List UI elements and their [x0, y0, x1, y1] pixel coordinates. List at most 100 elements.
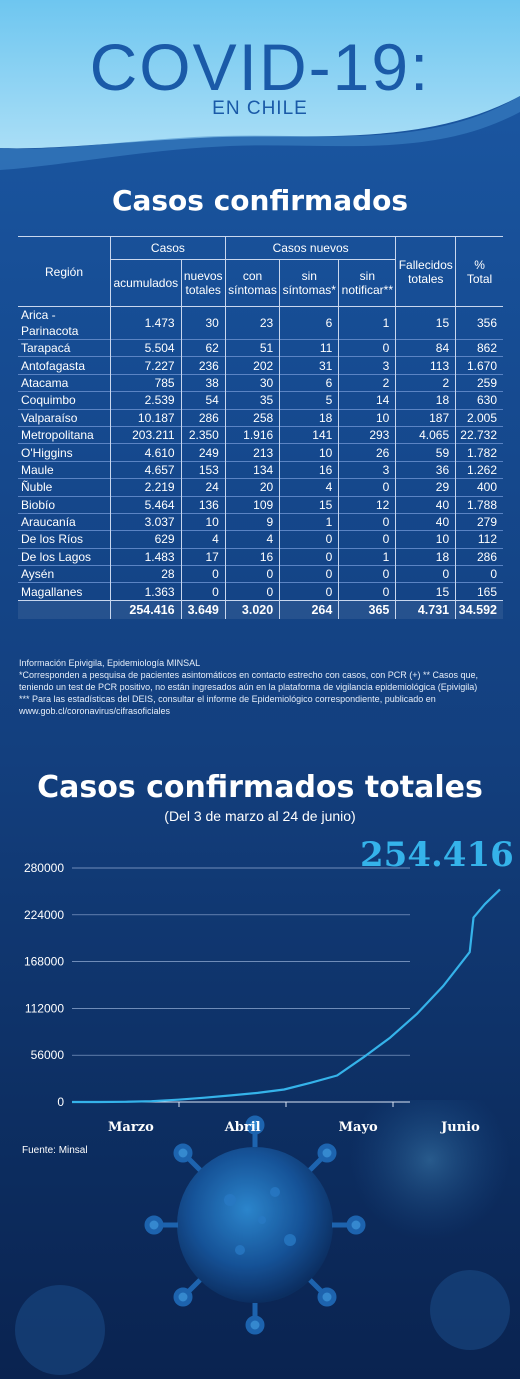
cell-sin: 6: [279, 374, 339, 392]
cell-pct: 286: [455, 548, 503, 566]
cell-con: 4: [224, 530, 280, 549]
cell-nuevos: 4: [180, 530, 226, 549]
note: Información Epivigila, Epidemiología MIN…: [19, 658, 201, 668]
chart-title: Casos confirmados totales: [37, 770, 483, 805]
y-tick-label: 112000: [25, 1001, 64, 1015]
x-tick-label: Mayo: [339, 1120, 378, 1135]
cell-sin: 5: [279, 391, 339, 410]
cell-sin: 0: [279, 565, 339, 583]
col-acumulados: acumulados: [110, 259, 182, 307]
table-row: Ñuble 2.219 24 20 4 0 29 400: [18, 478, 503, 497]
cell-sin: 31: [279, 356, 339, 375]
header-banner: [0, 0, 520, 170]
cell-pct: 112: [455, 530, 503, 549]
cell-acumulados: 629: [110, 530, 182, 549]
line-chart: 0 56000 112000 168000 224000 280000 Marzo Abril…: [24, 861, 501, 1135]
table-row: Atacama 785 38 30 6 2 2 259: [18, 374, 503, 392]
cell-sin: 4: [279, 478, 339, 497]
y-tick-label: 0: [57, 1095, 64, 1109]
cell-sin: 141: [279, 426, 339, 444]
group-casos-nuevos: Casos nuevos: [224, 236, 396, 260]
cell-fallecidos: 40: [395, 496, 456, 514]
col-sin-sintomas: sin síntomas*: [279, 259, 339, 307]
region-name: Metropolitana: [21, 428, 94, 443]
table-row: Arica - Parinacota 1.473 30 23 6 1 15 356: [18, 306, 503, 340]
y-tick-label: 168000: [24, 955, 64, 969]
cell-pct: 165: [455, 582, 503, 601]
cell-nuevos: 249: [180, 443, 226, 462]
cell-pct: 1.788: [455, 496, 503, 514]
cell-con: 109: [224, 496, 280, 514]
cell-acumulados: 1.363: [110, 582, 182, 601]
cell-acumulados: 1.483: [110, 548, 182, 566]
table-row: Valparaíso 10.187 286 258 18 10 187 2.005: [18, 409, 503, 427]
col-con-sintomas: con síntomas: [224, 259, 280, 307]
table-row: De los Ríos 629 4 4 0 0 10 112: [18, 530, 503, 549]
cell-fallecidos: 40: [395, 513, 456, 531]
cell-pct: 0: [455, 565, 503, 583]
cell-notificar: 12: [338, 496, 396, 514]
cell-fallecidos: 84: [395, 339, 456, 357]
cell-con: 23: [224, 306, 280, 340]
region-name: Valparaíso: [21, 410, 78, 425]
cell-con: 258: [224, 409, 280, 427]
cell-fallecidos: 15: [395, 306, 456, 340]
region-name: Ñuble: [21, 480, 53, 495]
cases-table: Región Casos Casos nuevos Fallecidos tota…: [18, 236, 503, 619]
cell-sin: 18: [279, 409, 339, 427]
cell-nuevos: 54: [180, 391, 226, 410]
cell-pct: 22.732: [455, 426, 503, 444]
cell-con: 134: [224, 461, 280, 479]
cell-pct: 862: [455, 339, 503, 357]
total-highlight: 254.416: [360, 835, 514, 875]
table-row: Coquimbo 2.539 54 35 5 14 18 630: [18, 391, 503, 410]
table-row: Metropolitana 203.211 2.350 1.916 141 293 4.06…: [18, 426, 503, 444]
cell-con: 1.916: [224, 426, 280, 444]
table-row: Aysén 28 0 0 0 0 0 0: [18, 565, 503, 583]
group-casos: Casos: [110, 236, 226, 260]
chart-source: Fuente: Minsal: [22, 1145, 88, 1156]
cell-nuevos: 24: [180, 478, 226, 497]
table-row: Araucanía 3.037 10 9 1 0 40 279: [18, 513, 503, 531]
chart-subtitle: (Del 3 de marzo al 24 de junio): [164, 808, 356, 824]
note: *Corresponden a pesquisa de pacientes as…: [19, 670, 479, 692]
region-name: De los Lagos: [21, 549, 92, 564]
cell-con: 51: [224, 339, 280, 357]
cell-pct: 630: [455, 391, 503, 410]
cell-pct: 1.262: [455, 461, 503, 479]
cell-acumulados: 3.037: [110, 513, 182, 531]
cell-con: 20: [224, 478, 280, 497]
cell-sin: 16: [279, 461, 339, 479]
cell-pct: 1.670: [455, 356, 503, 375]
cell-acumulados: 5.464: [110, 496, 182, 514]
cell-pct: 356: [455, 306, 503, 340]
y-tick-label: 224000: [24, 908, 64, 922]
cell-sin: 0: [279, 582, 339, 601]
cell-notificar: 26: [338, 443, 396, 462]
region-name: Araucanía: [21, 515, 76, 530]
cell-fallecidos: 36: [395, 461, 456, 479]
cell-notificar: 1: [338, 548, 396, 566]
cell-con: 16: [224, 548, 280, 566]
cell-notificar: 0: [338, 339, 396, 357]
cell-notificar: 1: [338, 306, 396, 340]
cell-acumulados: 28: [110, 565, 182, 583]
cell-acumulados: 7.227: [110, 356, 182, 375]
cell-acumulados: 785: [110, 374, 182, 392]
cell-con: 30: [224, 374, 280, 392]
cell-fallecidos: 187: [395, 409, 456, 427]
col-sin-notificar: sin notificar**: [338, 259, 396, 307]
table-row: Maule 4.657 153 134 16 3 36 1.262: [18, 461, 503, 479]
cell-notificar: 0: [338, 565, 396, 583]
cell-sin: 0: [279, 548, 339, 566]
col-fallecidos: Fallecidos totales: [395, 236, 456, 307]
table-row: Tarapacá 5.504 62 51 11 0 84 862: [18, 339, 503, 357]
total-nuevos: 3.649: [180, 599, 226, 619]
cell-acumulados: 203.211: [110, 426, 182, 444]
cell-con: 0: [224, 582, 280, 601]
cell-notificar: 2: [338, 374, 396, 392]
cell-nuevos: 62: [180, 339, 226, 357]
cell-nuevos: 236: [180, 356, 226, 375]
cell-notificar: 293: [338, 426, 396, 444]
total-con: 3.020: [224, 599, 280, 619]
